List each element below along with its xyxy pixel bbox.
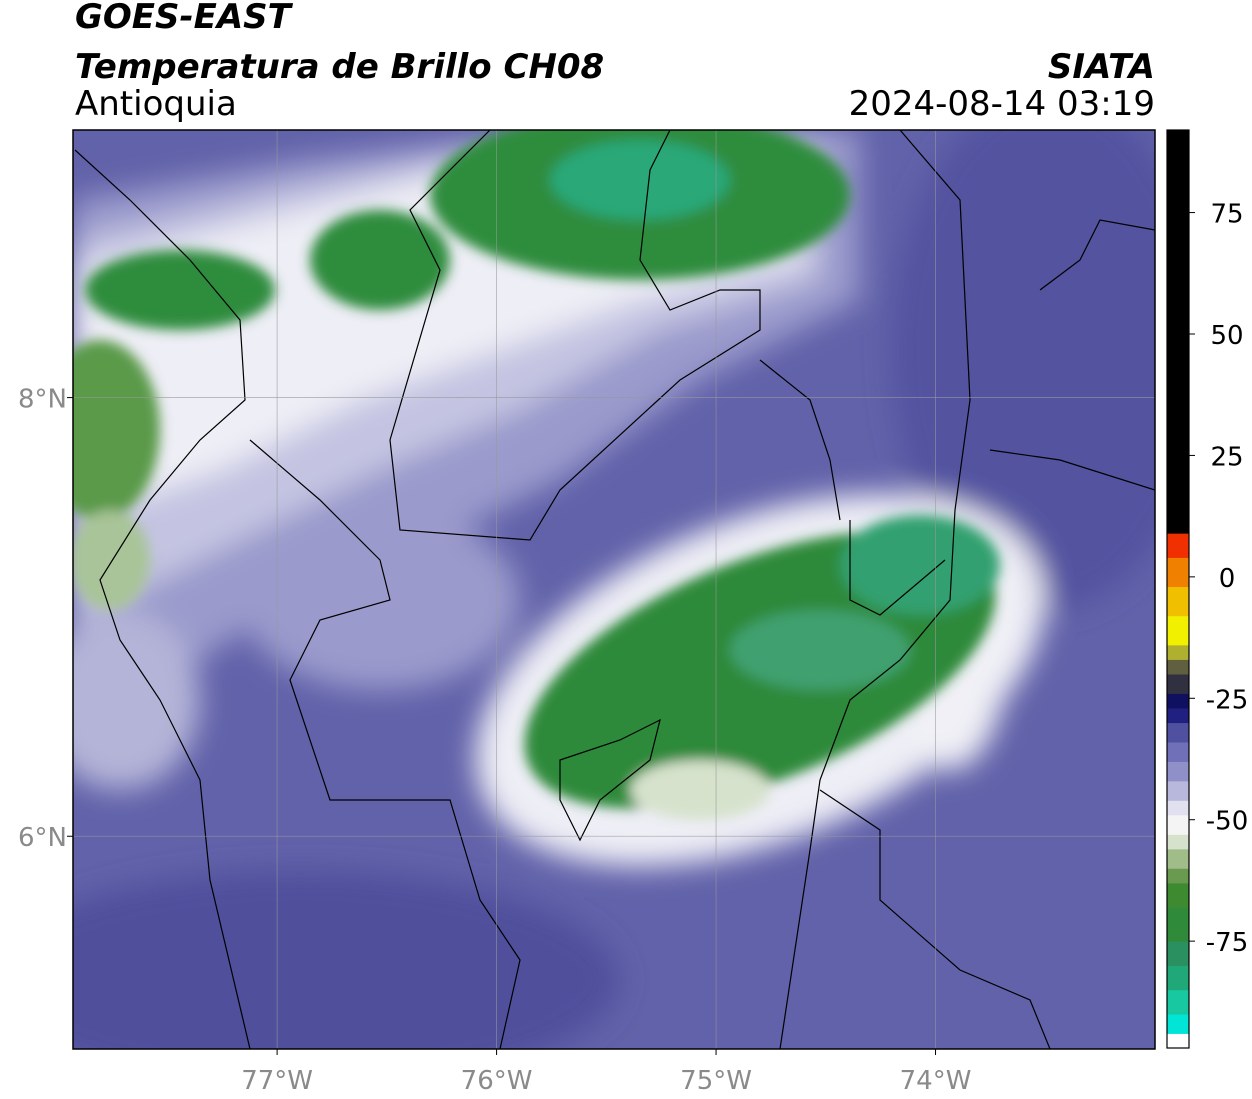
colorbar-segment [1167, 761, 1189, 782]
map-image [73, 130, 1155, 1049]
x-tick-label: 74°W [900, 1066, 972, 1096]
colorbar-segment [1167, 834, 1189, 850]
colorbar-segment [1167, 615, 1189, 646]
colorbar-tick-label: -25 [1206, 685, 1248, 715]
title: GOES-EAST [75, 0, 294, 37]
colorbar-segment [1167, 989, 1189, 1015]
colorbar-tick-label: 25 [1210, 442, 1243, 472]
colorbar-tick-label: 0 [1219, 564, 1236, 594]
y-tick-label: 6°N [18, 823, 67, 853]
colorbar-segment [1167, 1014, 1189, 1034]
colorbar-segment [1167, 814, 1189, 835]
colorbar-segment [1167, 722, 1189, 743]
colorbar-segment [1167, 868, 1189, 884]
colorbar-segment [1167, 659, 1189, 675]
colorbar-tick-label: 75 [1210, 200, 1243, 230]
colorbar-segment [1167, 130, 1189, 534]
colorbar-segment [1167, 941, 1189, 966]
colorbar-segment [1167, 882, 1189, 908]
x-tick-label: 76°W [461, 1066, 533, 1096]
colorbar-tick-label: -75 [1206, 928, 1248, 958]
colorbar-segment [1167, 800, 1189, 816]
source: SIATA [1048, 47, 1155, 87]
colorbar-segment [1167, 1033, 1189, 1049]
colorbar-frame [1166, 129, 1190, 1049]
colorbar-tick-label: 50 [1210, 321, 1243, 351]
colorbar-segment [1167, 965, 1189, 991]
subtitle: Temperatura de Brillo CH08 [75, 47, 604, 87]
x-tick-label: 77°W [241, 1066, 313, 1096]
colorbar-segment [1167, 693, 1189, 709]
region: Antioquia [75, 84, 237, 124]
colorbar-segment [1167, 644, 1189, 660]
map-frame [72, 129, 1156, 1050]
colorbar-tick-label: -50 [1206, 807, 1248, 837]
datetime: 2024-08-14 03:19 [849, 84, 1155, 124]
colorbar-segment [1167, 586, 1189, 617]
y-tick-label: 8°N [18, 385, 67, 415]
colorbar-segment [1167, 848, 1189, 869]
colorbar-segment [1167, 708, 1189, 724]
colorbar-segment [1167, 907, 1189, 942]
colorbar-segment [1167, 674, 1189, 694]
colorbar-segment [1167, 533, 1189, 558]
colorbar-segment [1167, 557, 1189, 588]
x-tick-label: 75°W [680, 1066, 752, 1096]
colorbar-segment [1167, 780, 1189, 801]
colorbar-segment [1167, 742, 1189, 762]
